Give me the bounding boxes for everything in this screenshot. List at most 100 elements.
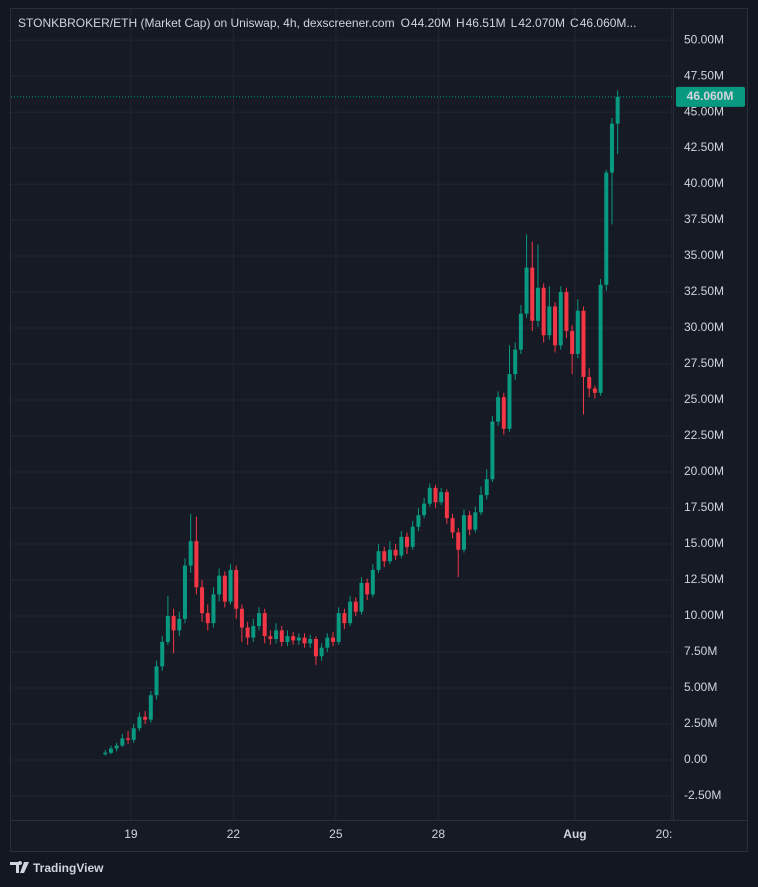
grid [11, 9, 673, 820]
candle-body [108, 748, 113, 753]
candle-body [222, 575, 227, 602]
candle-body [473, 512, 478, 530]
candle-body [348, 601, 353, 624]
candle-body [507, 374, 512, 429]
x-tick-label: 20: [656, 827, 673, 841]
candle-body [558, 292, 563, 346]
candle-body [268, 636, 273, 640]
candle-body [479, 495, 484, 513]
candle-body [274, 630, 279, 640]
candle-body [171, 615, 176, 631]
candle-body [501, 397, 506, 429]
ohlc-key: H [456, 16, 465, 30]
candle-body [530, 267, 535, 321]
y-tick-label: 47.50M [684, 68, 724, 82]
candle-body [518, 313, 523, 350]
candle-body [103, 752, 108, 755]
candle-body [154, 666, 159, 696]
candle-body [422, 503, 427, 516]
candle-body [211, 594, 216, 624]
y-tick-label: 0.00 [684, 752, 708, 766]
candle-body [353, 601, 358, 612]
candle-body [194, 541, 199, 588]
y-tick-label: 42.50M [684, 140, 724, 154]
candle-body [313, 639, 318, 657]
y-tick-label: 15.00M [684, 536, 724, 550]
ohlc-key: L [511, 16, 518, 30]
candle-body [143, 716, 148, 720]
candle-body [427, 487, 432, 504]
candle-body [262, 613, 267, 637]
candle-body [570, 330, 575, 354]
candle-body [444, 492, 449, 519]
ohlc-value: 46.060M... [580, 16, 637, 30]
candle-body [165, 615, 170, 642]
candle-body [365, 582, 370, 595]
candle-body [524, 267, 529, 314]
candle-body [182, 565, 187, 619]
candle-body [126, 738, 131, 740]
candle-body [433, 487, 438, 503]
y-tick-label: 32.50M [684, 284, 724, 298]
candle-body [496, 397, 501, 422]
candle-body [467, 515, 472, 530]
candle-body [359, 582, 364, 612]
candle-body [581, 310, 586, 377]
candle-body [370, 569, 375, 595]
candle-body [410, 526, 415, 547]
last-price-tag [676, 86, 745, 107]
candle-body [405, 536, 410, 547]
candle-body [342, 613, 347, 624]
logo-icon [10, 861, 29, 873]
candle-body [598, 284, 603, 393]
candle-body [331, 637, 336, 642]
y-tick-label: 40.00M [684, 176, 724, 190]
candle-body [251, 626, 256, 638]
candle-body [456, 532, 461, 550]
candle-body [279, 630, 284, 642]
candle-body [399, 536, 404, 556]
candle-body [234, 569, 239, 609]
candle-body [484, 479, 489, 496]
ohlc-value: 44.20M [411, 16, 451, 30]
candle-body [285, 636, 290, 642]
x-tick-label: Aug [563, 827, 586, 841]
y-tick-label: 10.00M [684, 608, 724, 622]
candle-body [575, 310, 580, 354]
y-tick-label: 22.50M [684, 428, 724, 442]
y-tick-label: 27.50M [684, 356, 724, 370]
overlay: 46.060M [11, 86, 745, 107]
last-price-label: 46.060M [687, 89, 734, 103]
candle-body [587, 376, 592, 389]
candle-body [160, 641, 165, 667]
candle-body [291, 636, 296, 641]
candle-body [461, 515, 466, 550]
y-tick-label: 35.00M [684, 248, 724, 262]
y-tick-label: 30.00M [684, 320, 724, 334]
candle-body [564, 292, 569, 331]
y-tick-label: 50.00M [684, 32, 724, 46]
candle-body [490, 421, 495, 480]
candle-body [376, 551, 381, 570]
candle-body [228, 569, 233, 602]
candle-body [114, 745, 119, 749]
candle-body [553, 306, 558, 346]
candle-body [609, 123, 614, 173]
candle-body [541, 287, 546, 336]
x-tick-label: 28 [432, 827, 446, 841]
candle-body [137, 716, 142, 729]
candle-body [382, 551, 387, 562]
candle-body [217, 575, 222, 595]
ohlc-key: O [401, 16, 410, 30]
candle-body [308, 639, 313, 644]
ohlc-legend: O 44.20M H 46.51M L 42.070M C 46.060M... [401, 16, 637, 30]
ohlc-value: 42.070M [518, 16, 565, 30]
y-tick-label: 17.50M [684, 500, 724, 514]
y-tick-label: 20.00M [684, 464, 724, 478]
candle-body [450, 518, 455, 533]
candle-body [188, 541, 193, 566]
candle-body [535, 287, 540, 321]
y-tick-label: 5.00M [684, 680, 717, 694]
y-tick-label: 2.50M [684, 716, 717, 730]
